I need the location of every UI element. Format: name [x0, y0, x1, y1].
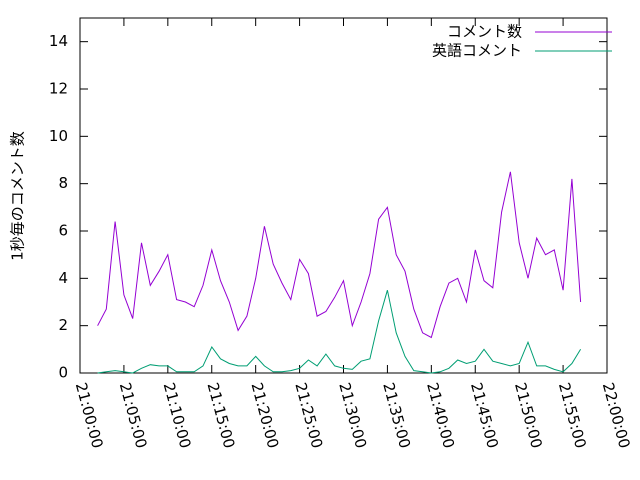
y-axis-label: 1秒毎のコメント数: [9, 131, 27, 261]
series-line: [97, 290, 582, 374]
legend-label: コメント数: [447, 23, 522, 41]
y-tick-label: 6: [58, 222, 68, 240]
y-tick-label: 14: [49, 32, 68, 50]
y-tick-label: 4: [58, 269, 68, 287]
y-tick-label: 0: [58, 364, 68, 382]
y-tick-label: 12: [49, 80, 68, 98]
y-tick-label: 10: [49, 127, 68, 145]
legend-label: 英語コメント: [432, 42, 522, 60]
y-tick-label: 8: [58, 174, 68, 192]
series-line: [97, 171, 582, 339]
y-tick-label: 2: [58, 316, 68, 334]
